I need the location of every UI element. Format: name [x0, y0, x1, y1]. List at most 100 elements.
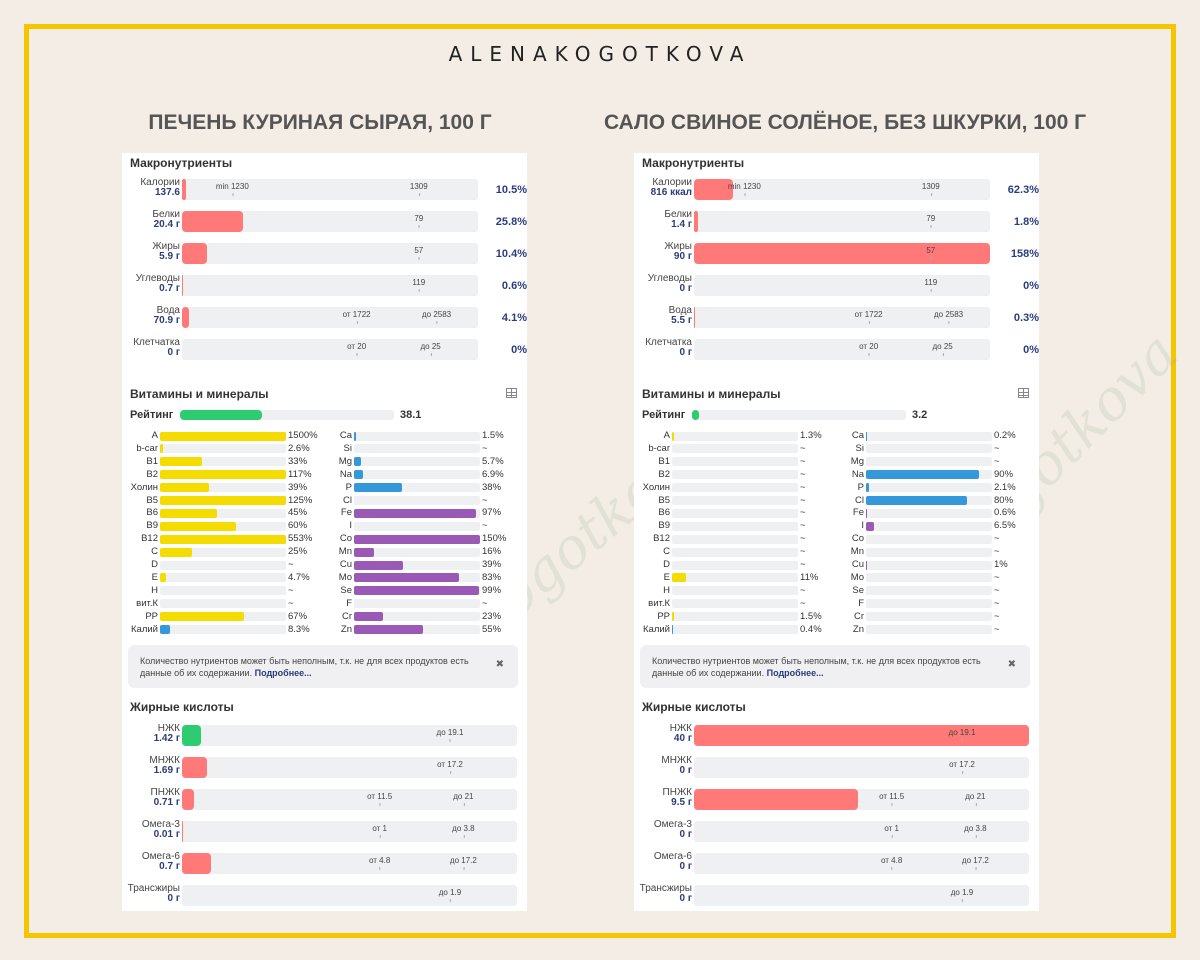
- nutrient-value: 45%: [288, 507, 308, 519]
- nutrient-name: E: [151, 571, 158, 583]
- close-icon[interactable]: ✖: [1007, 659, 1016, 670]
- nutrient-bar: [672, 599, 798, 609]
- nutrient-name: B12: [653, 533, 670, 545]
- macro-name: Жиры: [152, 241, 180, 252]
- nutrient-bar: [354, 483, 480, 493]
- macro-percent: 0.3%: [1013, 312, 1039, 324]
- nutrient-value: ~: [800, 481, 806, 493]
- nutrient-value: 2.1%: [994, 481, 1016, 493]
- macro-value: 70.9 г: [153, 315, 180, 326]
- note-more-link[interactable]: Подробнее...: [766, 668, 824, 678]
- nutrient-value: ~: [800, 584, 806, 596]
- macro-bar: [182, 179, 478, 200]
- fat-name: МНЖК: [149, 755, 180, 766]
- nutrient-bar: [866, 444, 992, 454]
- norm-marker: до 1.9: [950, 888, 974, 902]
- macro-value: 816 ккал: [650, 187, 692, 198]
- table-icon[interactable]: [506, 388, 517, 398]
- nutrient-bar: [160, 586, 286, 596]
- nutrient-bar: [160, 521, 286, 531]
- nutrient-value: 83%: [482, 571, 502, 583]
- macro-name: Клетчатка: [133, 337, 180, 348]
- macro-bar-fill: [182, 243, 207, 264]
- macro-percent: 25.8%: [495, 216, 527, 228]
- note-text: Количество нутриентов может быть неполны…: [652, 656, 981, 678]
- table-icon[interactable]: [1018, 388, 1029, 398]
- norm-marker: до 17.2: [961, 856, 989, 870]
- nutrient-bar: [160, 483, 286, 493]
- fat-bar: [694, 725, 1029, 746]
- nutrient-name: Fe: [340, 507, 352, 519]
- macro-label: Калории 137.6: [122, 178, 180, 198]
- fat-label: Омега-3 0 г: [634, 820, 692, 840]
- norm-marker: от 1: [884, 824, 899, 838]
- norm-marker: от 1722: [342, 310, 371, 324]
- nutrient-bar-fill: [354, 625, 424, 634]
- nutrient-value: 1.5%: [800, 610, 822, 622]
- macro-value: 0.7 г: [159, 283, 180, 294]
- nutrient-value: 99%: [482, 584, 502, 596]
- nutrient-bar: [866, 599, 992, 609]
- nutrient-bar: [160, 573, 286, 583]
- nutrient-bar-fill: [354, 612, 383, 622]
- norm-marker: от 17.2: [437, 760, 463, 774]
- norm-marker: до 25: [420, 342, 441, 356]
- macro-label: Углеводы 0 г: [634, 274, 692, 294]
- macro-name: Белки: [664, 209, 692, 220]
- nutrient-bar: [160, 496, 286, 505]
- nutrient-bar: [354, 457, 480, 467]
- nutrient-bar: [672, 560, 798, 570]
- close-icon[interactable]: ✖: [495, 659, 504, 670]
- norm-marker: от 11.5: [879, 792, 905, 806]
- macro-heading: Макронутриенты: [642, 156, 745, 170]
- nutrient-value: ~: [800, 507, 806, 519]
- macro-bar-fill: [182, 275, 184, 296]
- nutrient-name: I: [861, 520, 864, 532]
- norm-marker: от 1: [372, 824, 387, 838]
- nutrient-value: ~: [800, 533, 806, 545]
- macro-bar-fill: [182, 307, 190, 328]
- fat-name: МНЖК: [661, 755, 692, 766]
- nutrient-bar: [866, 547, 992, 557]
- nutrient-value: 0.6%: [994, 507, 1016, 519]
- fat-bar-fill: [182, 757, 208, 778]
- nutrient-name: B12: [141, 533, 158, 545]
- nutrition-card: Макронутриенты Калории 816 ккал min 1230 130…: [634, 153, 1039, 911]
- fat-value: 0.01 г: [153, 829, 180, 840]
- macro-label: Клетчатка 0 г: [122, 338, 180, 358]
- fat-label: НЖК 40 г: [634, 724, 692, 744]
- norm-marker: от 4.8: [881, 856, 903, 870]
- nutrient-name: Mg: [338, 455, 352, 467]
- macro-value: 137.6: [154, 187, 180, 198]
- nutrient-bar-fill: [866, 521, 875, 531]
- fat-name: НЖК: [669, 723, 692, 734]
- macro-value: 0 г: [679, 283, 692, 294]
- macro-bar: [694, 243, 990, 264]
- nutrient-bar: [354, 534, 480, 544]
- macro-bar-fill: [182, 179, 187, 200]
- macro-label: Жиры 5.9 г: [122, 242, 180, 262]
- macro-name: Калории: [652, 177, 692, 188]
- fat-label: МНЖК 0 г: [634, 756, 692, 776]
- macro-bar: [694, 275, 990, 296]
- note-more-link[interactable]: Подробнее...: [254, 668, 312, 678]
- nutrient-bar: [160, 470, 286, 480]
- norm-marker: до 17.2: [449, 856, 477, 870]
- nutrient-name: B5: [146, 494, 158, 506]
- nutrient-name: F: [346, 597, 352, 609]
- macro-name: Калории: [140, 177, 180, 188]
- nutrient-value: ~: [994, 546, 1000, 558]
- nutrient-bar-fill: [160, 483, 210, 493]
- nutrient-bar: [354, 508, 480, 518]
- norm-marker: 1309: [409, 182, 428, 196]
- macro-bar: [694, 339, 990, 360]
- nutrient-value: ~: [994, 571, 1000, 583]
- norm-marker: до 1.9: [438, 888, 462, 902]
- nutrient-value: 125%: [288, 494, 313, 506]
- nutrient-name: Холин: [130, 481, 158, 493]
- macro-percent: 0%: [1023, 344, 1039, 356]
- norm-marker: до 19.1: [948, 728, 976, 742]
- nutrient-bar-fill: [866, 483, 869, 493]
- macro-label: Клетчатка 0 г: [634, 338, 692, 358]
- nutrient-bar: [354, 521, 480, 531]
